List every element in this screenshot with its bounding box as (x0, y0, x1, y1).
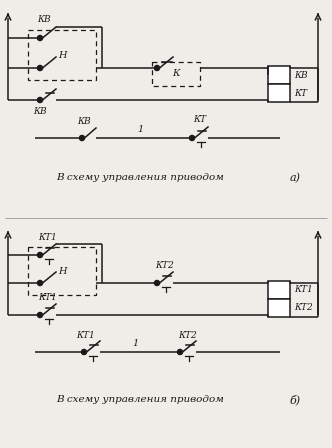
Text: КТ: КТ (294, 89, 307, 98)
Text: КТ1: КТ1 (39, 233, 57, 241)
Circle shape (79, 135, 85, 141)
Text: а): а) (290, 173, 300, 183)
Bar (152, 62, 200, 86)
Circle shape (154, 65, 159, 70)
Circle shape (190, 135, 195, 141)
Circle shape (38, 65, 42, 70)
Bar (268, 84, 290, 102)
Text: б): б) (290, 395, 300, 405)
Text: КТ2: КТ2 (294, 303, 313, 313)
Text: К: К (172, 69, 180, 78)
Circle shape (38, 313, 42, 318)
Text: КТ1: КТ1 (39, 293, 57, 302)
Text: В схему управления приводом: В схему управления приводом (56, 396, 224, 405)
Text: Н: Н (58, 267, 66, 276)
Text: КВ: КВ (77, 116, 91, 125)
Text: КВ: КВ (37, 16, 51, 25)
Circle shape (81, 349, 87, 354)
Text: 1: 1 (132, 340, 138, 349)
Text: КТ1: КТ1 (77, 331, 95, 340)
Text: КВ: КВ (294, 70, 308, 79)
Text: 1: 1 (137, 125, 143, 134)
Text: КТ2: КТ2 (156, 260, 174, 270)
Text: В схему управления приводом: В схему управления приводом (56, 173, 224, 182)
Text: КТ: КТ (194, 116, 207, 125)
Circle shape (178, 349, 183, 354)
Text: КТ1: КТ1 (294, 285, 313, 294)
Text: КТ2: КТ2 (179, 331, 198, 340)
Text: Н: Н (58, 51, 66, 60)
Circle shape (38, 98, 42, 103)
Circle shape (154, 280, 159, 285)
Bar (268, 299, 290, 317)
Circle shape (38, 253, 42, 258)
Bar (268, 66, 290, 84)
Bar (28, 30, 96, 80)
Bar (28, 247, 96, 295)
Text: КВ: КВ (33, 107, 47, 116)
Bar (268, 281, 290, 299)
Circle shape (38, 280, 42, 285)
Circle shape (38, 35, 42, 40)
